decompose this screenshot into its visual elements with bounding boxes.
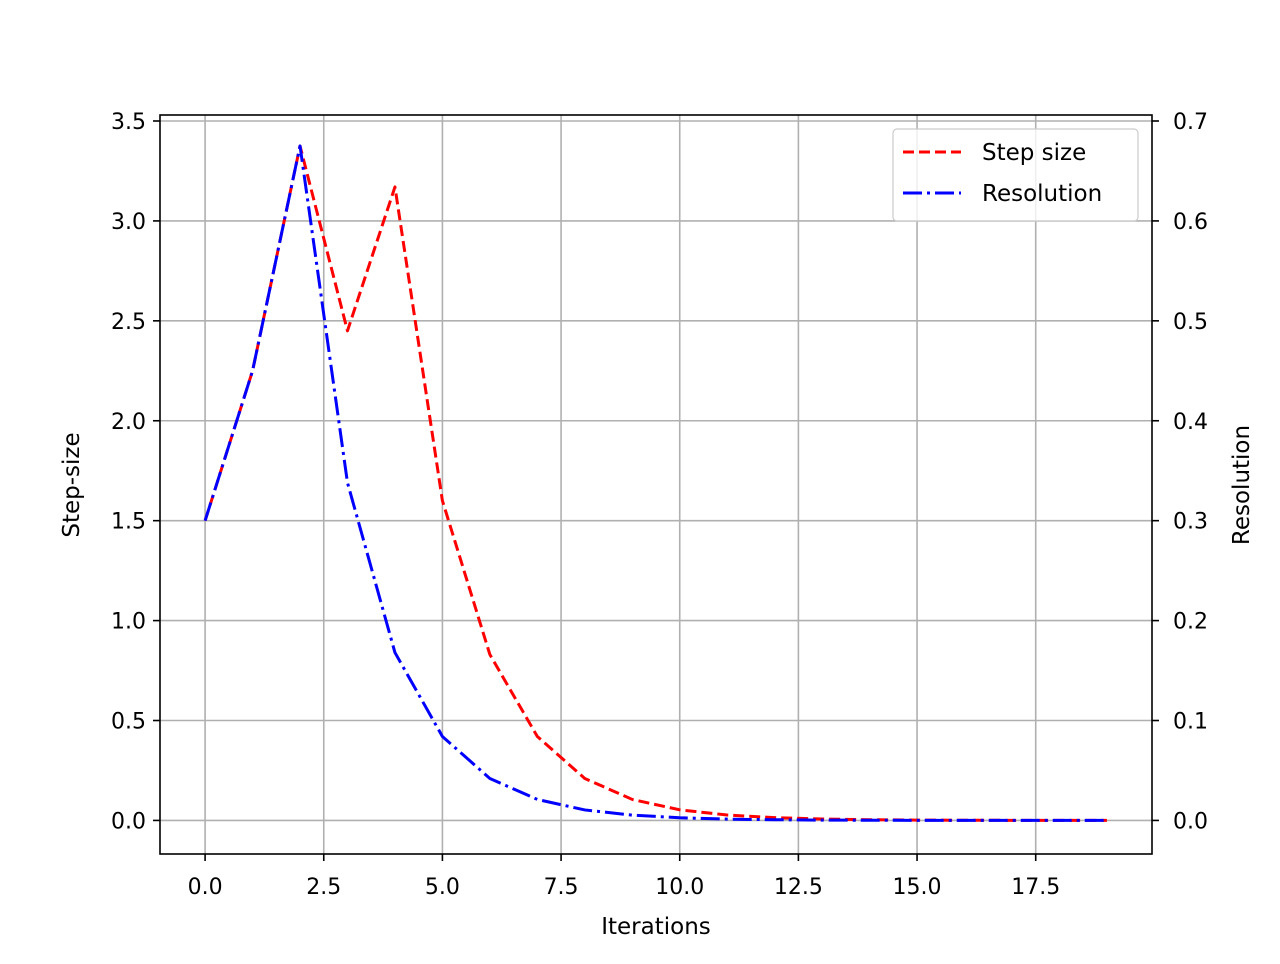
y-tick-label: 0.0 [111, 809, 146, 834]
y-tick-label: 0.5 [111, 710, 146, 735]
y-tick-label: 1.0 [111, 610, 146, 635]
legend-label-resolution: Resolution [982, 181, 1102, 207]
y2-tick-label: 0.7 [1173, 110, 1208, 135]
series-line-step-size [203, 144, 1107, 822]
x-tick-label: 0.0 [188, 875, 223, 900]
y2-tick-label: 0.6 [1173, 210, 1208, 235]
x-tick-label: 15.0 [893, 875, 942, 900]
y2-tick-label: 0.0 [1173, 809, 1208, 834]
y2-tick-label: 0.4 [1173, 410, 1208, 435]
x-tick-label: 2.5 [306, 875, 341, 900]
x-tick-label: 17.5 [1011, 875, 1060, 900]
y-tick-label: 1.5 [111, 510, 146, 535]
plot-frame [159, 114, 1153, 855]
series-line-resolution [203, 144, 1107, 822]
tick-layer: 0.0 2.5 5.0 7.5 10.0 12.5 15.0 17.5 0.0 0.5 1.0 1.5… [111, 110, 1208, 900]
y2-tick-label: 0.5 [1173, 310, 1208, 335]
x-axis-label: Iterations [601, 914, 711, 940]
y-tick-label: 3.0 [111, 210, 146, 235]
y2-tick-label: 0.2 [1173, 610, 1208, 635]
y2-tick-label: 0.3 [1173, 510, 1208, 535]
y-tick-label: 2.5 [111, 310, 146, 335]
y2-tick-label: 0.1 [1173, 710, 1208, 735]
legend-label-step-size: Step size [982, 140, 1086, 166]
legend: Step size Resolution [892, 128, 1139, 222]
y-tick-label: 3.5 [111, 110, 146, 135]
y-axis-label: Step-size [59, 432, 85, 537]
x-tick-label: 10.0 [655, 875, 704, 900]
grid-layer [160, 115, 1152, 854]
x-tick-label: 12.5 [774, 875, 823, 900]
x-tick-label: 5.0 [425, 875, 460, 900]
series-layer [203, 144, 1107, 822]
x-tick-label: 7.5 [544, 875, 579, 900]
y2-axis-label: Resolution [1229, 425, 1255, 545]
y-tick-label: 2.0 [111, 410, 146, 435]
